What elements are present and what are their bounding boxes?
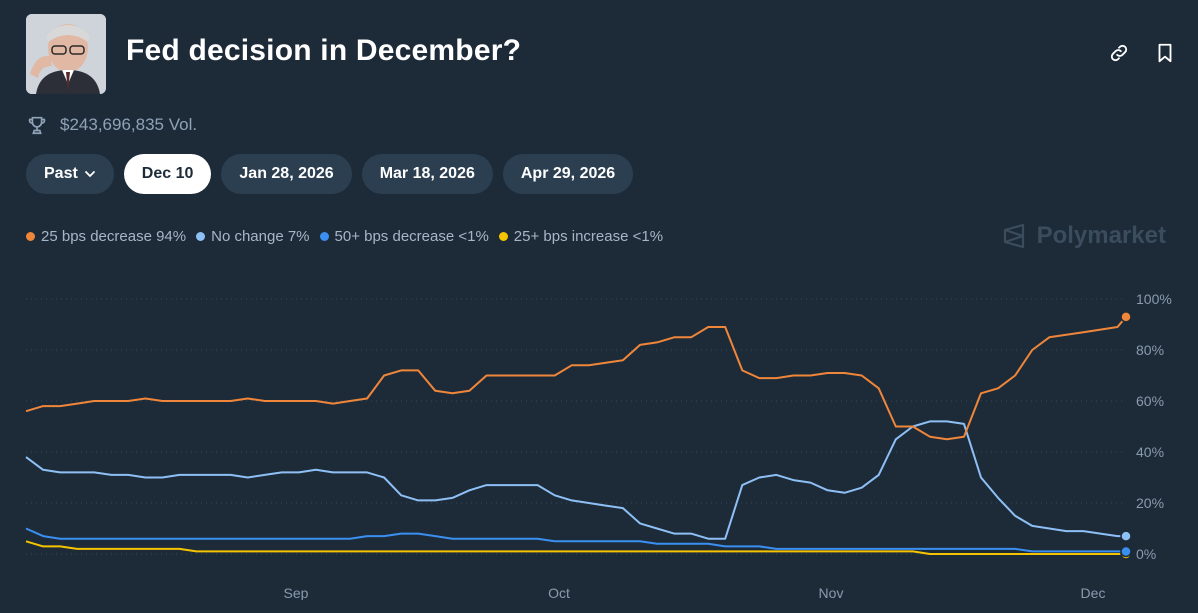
legend-label: 50+ bps decrease <1% — [334, 228, 489, 245]
x-tick-label: Oct — [548, 585, 570, 600]
legend-item-no-change: No change 7% — [196, 228, 310, 245]
link-icon[interactable] — [1108, 42, 1130, 64]
legend-item-50bps-decrease: 50+ bps decrease <1% — [319, 228, 489, 245]
tab-past-label: Past — [44, 165, 78, 182]
x-tick-label: Sep — [284, 585, 309, 600]
tab-mar-18-2026[interactable]: Mar 18, 2026 — [361, 154, 493, 194]
volume-text: $243,696,835 Vol. — [60, 115, 198, 134]
trophy-icon — [28, 116, 46, 135]
legend-item-25bps-decrease: 25 bps decrease 94% — [26, 228, 186, 245]
tab-past[interactable]: Past — [26, 154, 114, 194]
page-title: Fed decision in December? — [126, 34, 522, 67]
y-tick-label: 100% — [1136, 291, 1172, 307]
date-tabs: Past Dec 10 Jan 28, 2026 Mar 18, 2026 Ap… — [26, 154, 634, 194]
market-avatar — [26, 14, 106, 94]
portrait-icon — [26, 14, 106, 94]
y-tick-label: 0% — [1136, 546, 1156, 562]
polymarket-logo-icon — [1003, 223, 1024, 249]
chart-legend: 25 bps decrease 94% No change 7% 50+ bps… — [26, 228, 663, 245]
volume-row: $243,696,835 Vol. — [26, 114, 197, 136]
series-endpoint — [1120, 311, 1132, 323]
legend-dot — [26, 232, 35, 241]
market-header: Fed decision in December? — [26, 14, 1176, 96]
y-tick-label: 80% — [1136, 342, 1164, 358]
legend-label: 25+ bps increase <1% — [513, 228, 664, 245]
x-tick-label: Dec — [1081, 585, 1106, 600]
series-line-50-bps-decrease — [25, 527, 1126, 553]
tab-jan-28-2026[interactable]: Jan 28, 2026 — [221, 154, 352, 194]
legend-dot — [319, 232, 329, 241]
series-line-25-bps-increase — [25, 540, 1126, 555]
tab-dec-10[interactable]: Dec 10 — [123, 154, 212, 194]
polymarket-watermark: Polymarket — [1001, 222, 1166, 250]
y-tick-label: 40% — [1136, 444, 1164, 460]
price-history-chart: 0% 20% 40% 60% 80% 100% Sep Oct Nov Dec — [25, 291, 1172, 600]
brand-name: Polymarket — [1036, 222, 1166, 249]
legend-dot — [196, 232, 206, 241]
series-endpoint — [1120, 530, 1132, 542]
tab-apr-29-2026[interactable]: Apr 29, 2026 — [502, 154, 634, 194]
legend-label: No change 7% — [211, 228, 310, 245]
y-tick-label: 60% — [1136, 393, 1164, 409]
y-tick-label: 20% — [1136, 495, 1164, 511]
chevron-down-icon — [84, 171, 95, 178]
series-endpoint — [1120, 545, 1132, 558]
series-line-25-bps-decrease — [25, 316, 1127, 441]
bookmark-icon[interactable] — [1154, 42, 1176, 64]
series-line-no-change — [25, 420, 1126, 540]
legend-dot — [498, 232, 508, 241]
legend-item-25bps-increase: 25+ bps increase <1% — [498, 228, 664, 245]
legend-label: 25 bps decrease 94% — [41, 228, 187, 245]
x-tick-label: Nov — [819, 585, 844, 600]
